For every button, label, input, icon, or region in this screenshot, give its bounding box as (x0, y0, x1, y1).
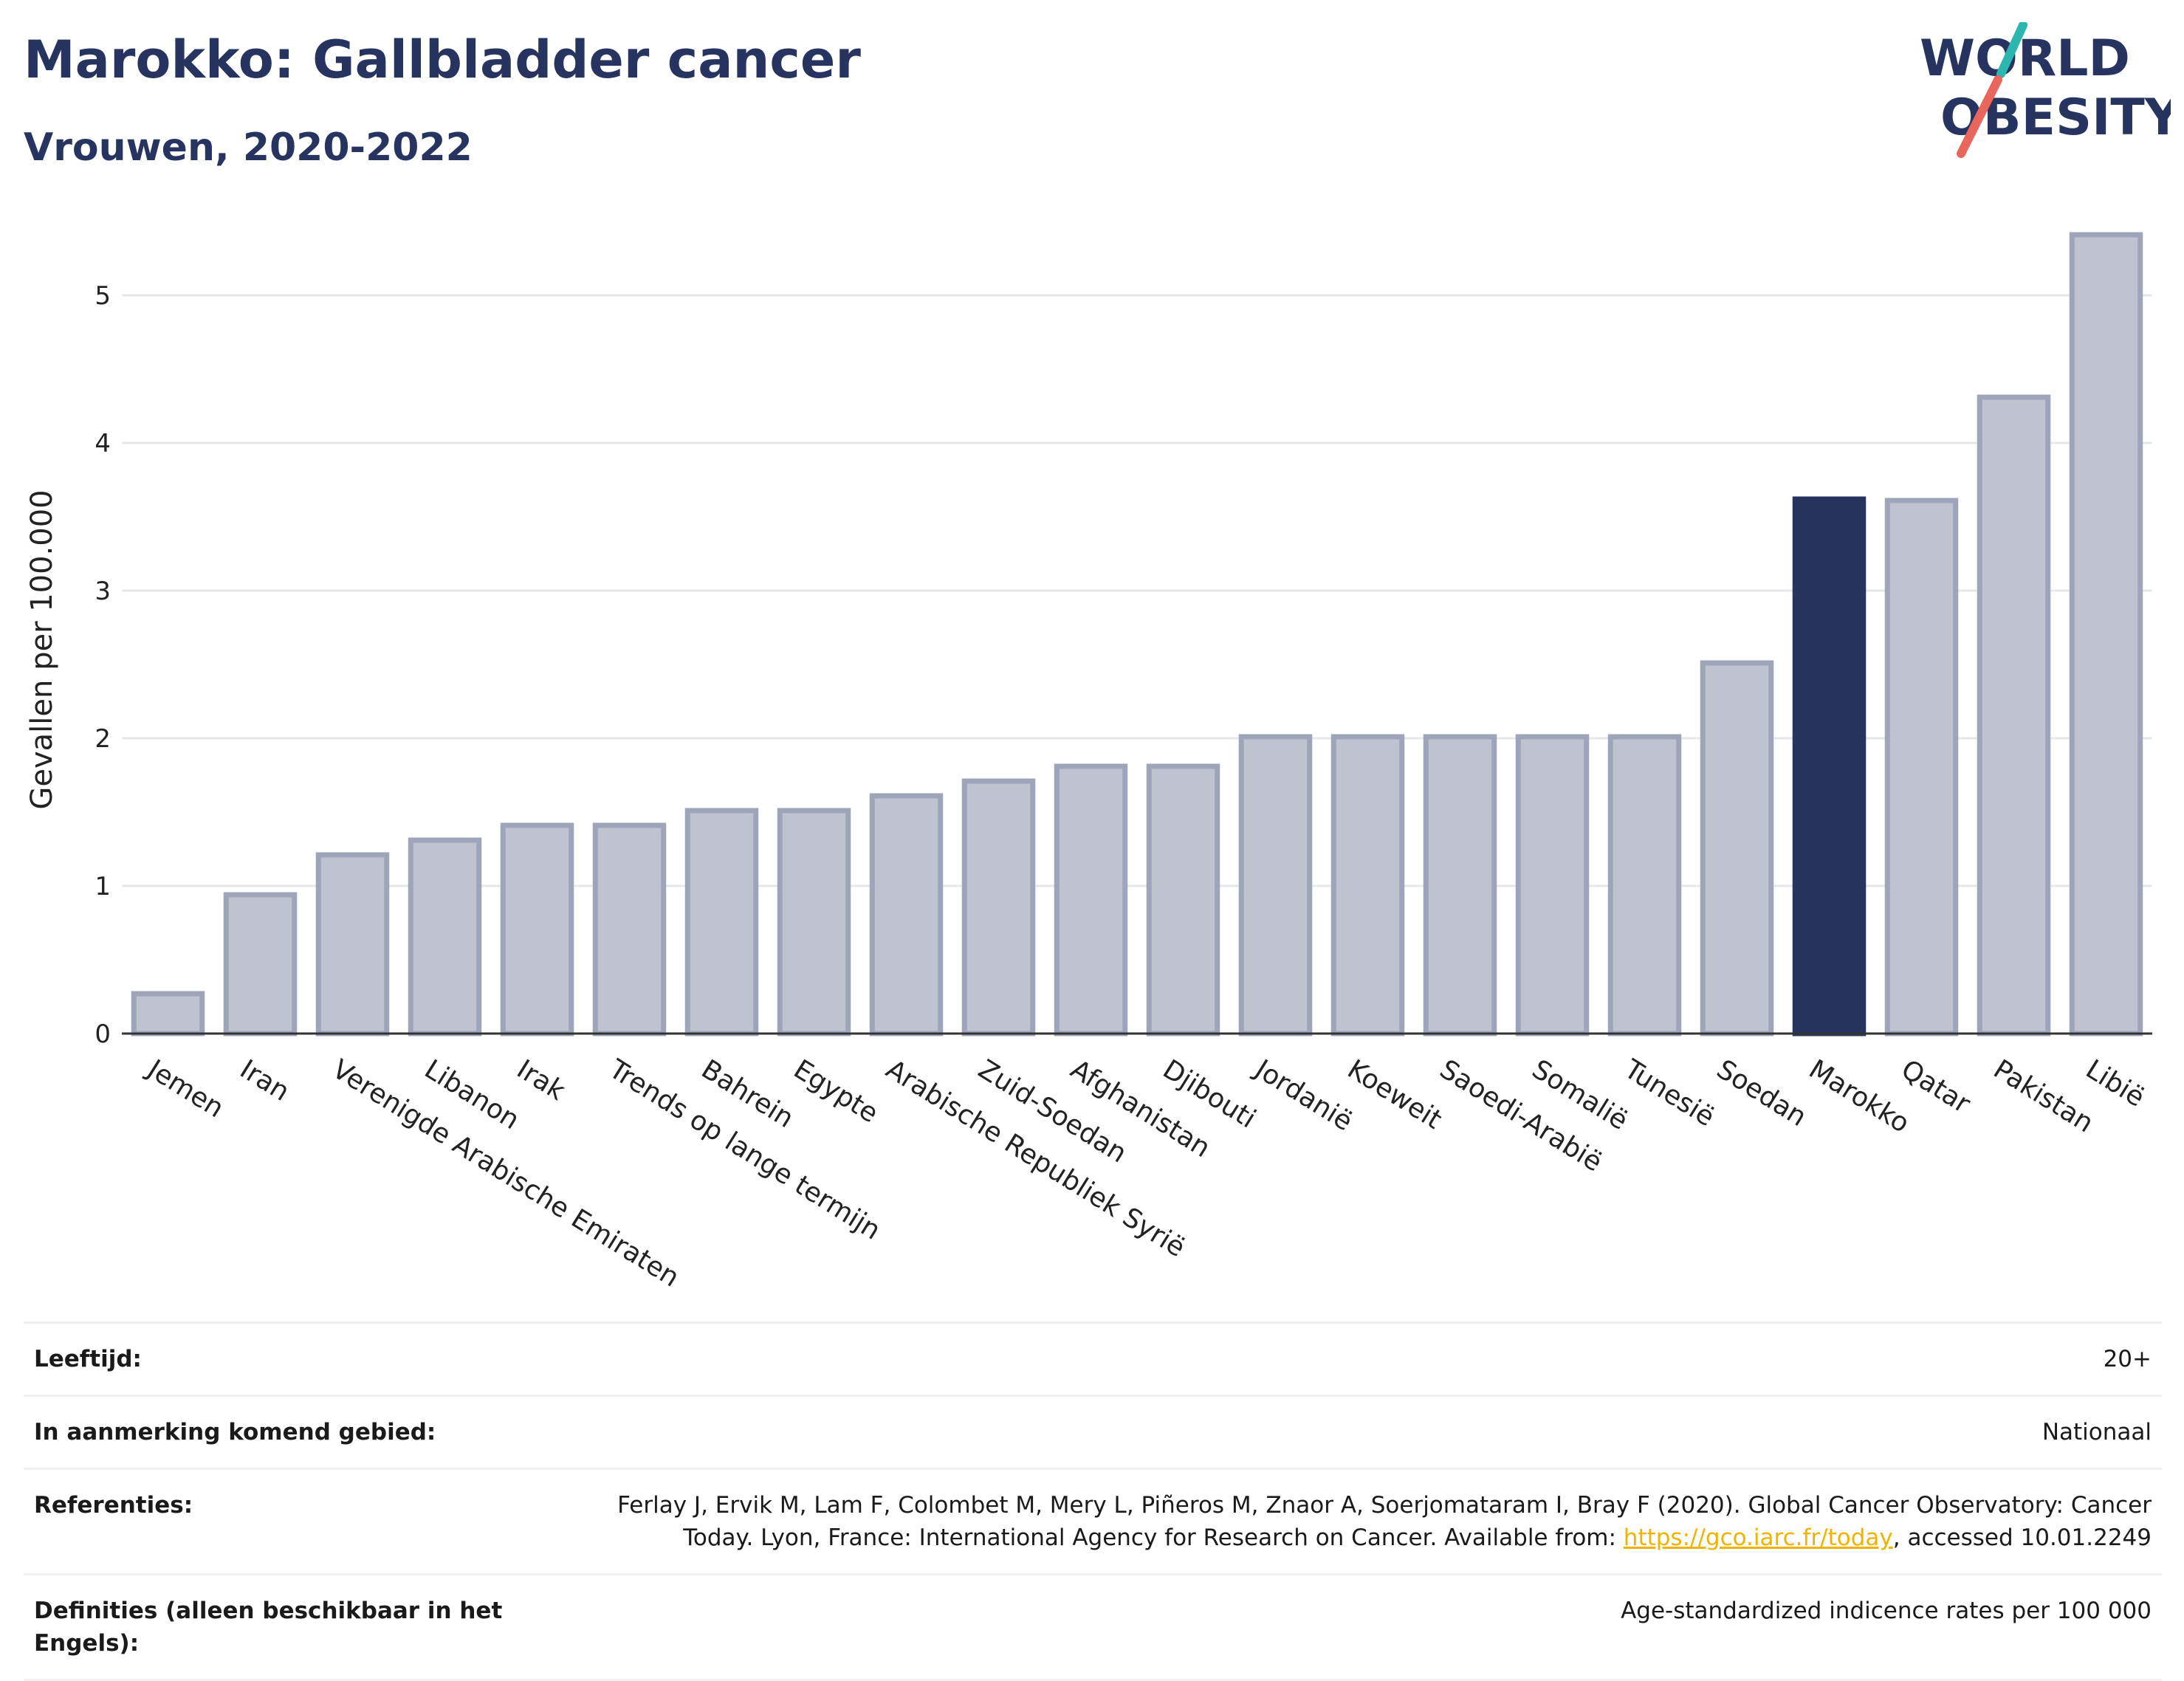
bar-19[interactable] (1884, 498, 1959, 1037)
meta-label-references: Referenties: (34, 1492, 193, 1519)
bar-11[interactable] (1146, 763, 1220, 1037)
bar-14[interactable] (1423, 734, 1497, 1037)
y-tick-label: 0 (95, 1020, 111, 1049)
meta-row-references: Referenties: Ferlay J, Ervik M, Lam F, C… (24, 1468, 2162, 1573)
x-tick-label: Marokko (1804, 1054, 1915, 1139)
y-tick-label: 1 (95, 872, 111, 901)
bar-20[interactable] (1977, 394, 2051, 1037)
meta-value-age: 20+ (2103, 1346, 2152, 1372)
meta-value-references: Ferlay J, Ervik M, Lam F, Colombet M, Me… (542, 1489, 2152, 1554)
meta-value-area: Nationaal (2042, 1419, 2152, 1445)
bar-2[interactable] (315, 852, 390, 1037)
meta-label-age: Leeftijd: (34, 1346, 142, 1372)
y-tick-label: 2 (95, 724, 111, 754)
x-tick-label: Koeweit (1342, 1054, 1447, 1135)
meta-row-age: Leeftijd: 20+ (24, 1321, 2162, 1395)
meta-label-area: In aanmerking komend gebied: (34, 1419, 436, 1445)
bar-16[interactable] (1607, 734, 1682, 1037)
y-tick-label: 5 (95, 281, 111, 311)
bar-6[interactable] (684, 808, 759, 1037)
bar-13[interactable] (1330, 734, 1405, 1037)
x-tick-label: Iran (235, 1054, 295, 1107)
x-tick-label: Jordanië (1249, 1053, 1358, 1138)
bar-15[interactable] (1515, 734, 1590, 1037)
logo-slash-bottom (1957, 75, 2002, 158)
bar-17[interactable] (1700, 660, 1774, 1037)
bar-8[interactable] (869, 793, 944, 1037)
reference-text: Ferlay J, Ervik M, Lam F, Colombet M, Me… (617, 1492, 2152, 1551)
bar-3[interactable] (408, 837, 482, 1037)
bar-21[interactable] (2069, 232, 2143, 1037)
bar-4[interactable] (500, 822, 574, 1037)
meta-row-area: In aanmerking komend gebied: Nationaal (24, 1395, 2162, 1468)
reference-link[interactable]: https://gco.iarc.fr/today (1623, 1524, 1893, 1551)
meta-row-definitions: Definities (alleen beschikbaar in het En… (24, 1573, 2162, 1681)
x-tick-label: Egypte (789, 1054, 884, 1130)
x-tick-label: Jemen (141, 1053, 229, 1124)
bar-5[interactable] (592, 822, 667, 1037)
x-tick-label: Irak (512, 1054, 571, 1107)
logo-line-1: WORLD (1920, 30, 2130, 88)
chart-title: Marokko: Gallbladder cancer (24, 30, 861, 90)
logo-slash-top (1996, 22, 2027, 78)
bar-9[interactable] (961, 778, 1036, 1037)
x-tick-label: Tunesië (1618, 1053, 1720, 1132)
reference-accessed: , accessed 10.01.2249 (1892, 1524, 2152, 1551)
bar-chart: 0 1 2 3 4 5 Jemen Iran Verenigde Arabische Emir… (25, 232, 2152, 1293)
bar-10[interactable] (1054, 763, 1128, 1037)
y-tick-label: 3 (95, 577, 111, 606)
x-axis-labels: Jemen Iran Verenigde Arabische EmiratenLib… (141, 1053, 2150, 1293)
y-axis-label: Gevallen per 100.000 (25, 489, 59, 809)
bar-0[interactable] (131, 991, 205, 1037)
bar-7[interactable] (777, 808, 851, 1037)
world-obesity-logo: WORLD OBESITY (1920, 22, 2171, 158)
x-tick-label: Pakistan (1988, 1054, 2099, 1139)
bar-1[interactable] (223, 892, 298, 1037)
bar-12[interactable] (1238, 734, 1313, 1037)
meta-value-definitions: Age-standardized indicence rates per 100… (1621, 1598, 2152, 1624)
x-tick-label: Soedan (1711, 1054, 1812, 1132)
y-axis-ticks: 0 1 2 3 4 5 (95, 281, 111, 1049)
chart-subtitle: Vrouwen, 2020-2022 (24, 126, 473, 170)
bar-18[interactable] (1792, 496, 1867, 1037)
y-tick-label: 4 (95, 429, 111, 458)
x-tick-label: Saoedi-Arabië (1435, 1054, 1607, 1178)
bars (131, 232, 2143, 1037)
metadata-table: Leeftijd: 20+ In aanmerking komend gebie… (24, 1321, 2162, 1681)
x-tick-label: Libië (2081, 1054, 2150, 1113)
meta-label-definitions: Definities (alleen beschikbaar in het En… (34, 1598, 503, 1657)
